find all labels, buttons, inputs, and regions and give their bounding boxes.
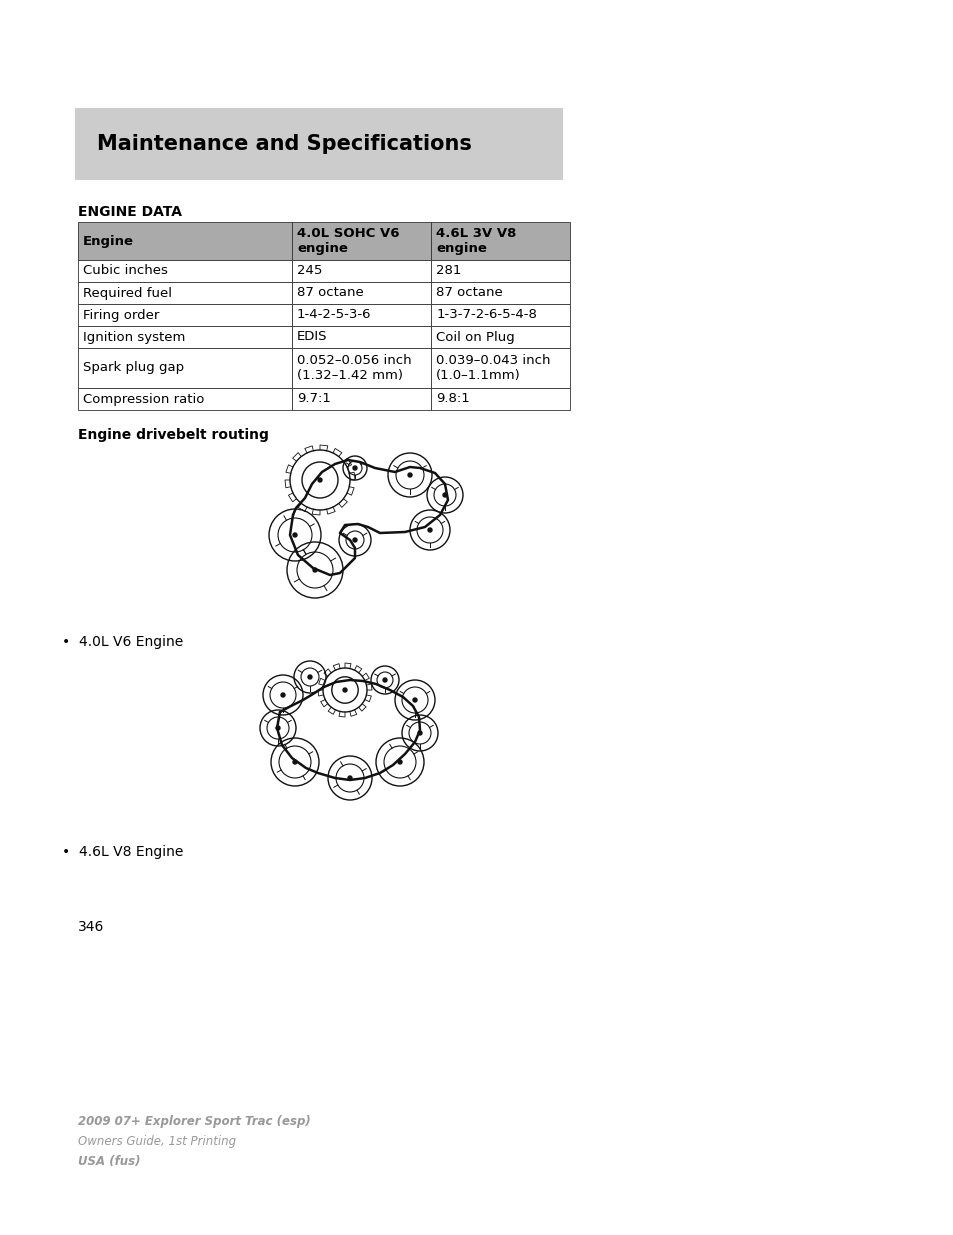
Text: 9.7:1: 9.7:1 [296,393,331,405]
Circle shape [417,731,421,735]
Text: Ignition system: Ignition system [83,331,185,343]
Circle shape [428,529,432,532]
Circle shape [343,688,347,692]
Text: 4.6L 3V V8
engine: 4.6L 3V V8 engine [436,227,517,254]
Text: USA (fus): USA (fus) [78,1155,140,1168]
Bar [431,348,570,388]
Text: 0.052–0.056 inch
(1.32–1.42 mm): 0.052–0.056 inch (1.32–1.42 mm) [296,354,411,382]
Text: 1-4-2-5-3-6: 1-4-2-5-3-6 [296,309,371,321]
Bar [75,107,562,180]
Bar [431,304,570,326]
Bar [292,222,431,261]
Bar [431,222,570,261]
Bar [78,304,292,326]
Bar [78,326,292,348]
Text: 346: 346 [78,920,104,934]
Circle shape [413,698,416,701]
Circle shape [408,473,412,477]
Circle shape [382,678,387,682]
Bar [78,388,292,410]
Bar [292,282,431,304]
Bar [292,348,431,388]
Text: EDIS: EDIS [296,331,327,343]
Bar [292,304,431,326]
Bar [78,261,292,282]
Circle shape [313,568,316,572]
Text: •  4.6L V8 Engine: • 4.6L V8 Engine [62,845,183,860]
Text: 0.039–0.043 inch
(1.0–1.1mm): 0.039–0.043 inch (1.0–1.1mm) [436,354,550,382]
Circle shape [281,693,285,697]
Text: Firing order: Firing order [83,309,159,321]
Circle shape [353,466,356,471]
Text: ENGINE DATA: ENGINE DATA [78,205,182,219]
Text: 2009 07+ Explorer Sport Trac (esp): 2009 07+ Explorer Sport Trac (esp) [78,1115,311,1128]
Bar [292,388,431,410]
Text: •  4.0L V6 Engine: • 4.0L V6 Engine [62,635,183,650]
Text: Spark plug gap: Spark plug gap [83,362,184,374]
Circle shape [353,538,356,542]
Text: Engine: Engine [83,235,133,247]
Bar [431,282,570,304]
Text: Engine drivebelt routing: Engine drivebelt routing [78,429,269,442]
Circle shape [317,478,322,482]
Bar [78,222,292,261]
Text: 87 octane: 87 octane [296,287,363,300]
Bar [292,326,431,348]
Text: Cubic inches: Cubic inches [83,264,168,278]
Circle shape [308,676,312,679]
Text: 9.8:1: 9.8:1 [436,393,470,405]
Bar [78,282,292,304]
Text: 281: 281 [436,264,461,278]
Text: 4.0L SOHC V6
engine: 4.0L SOHC V6 engine [296,227,399,254]
Bar [431,326,570,348]
Text: 87 octane: 87 octane [436,287,502,300]
Circle shape [293,534,296,537]
Text: 245: 245 [296,264,322,278]
Bar [431,388,570,410]
Text: Owners Guide, 1st Printing: Owners Guide, 1st Printing [78,1135,236,1149]
Bar [431,261,570,282]
Circle shape [275,726,280,730]
Text: Maintenance and Specifications: Maintenance and Specifications [97,135,472,154]
Bar [78,348,292,388]
Text: Required fuel: Required fuel [83,287,172,300]
Text: Coil on Plug: Coil on Plug [436,331,515,343]
Circle shape [293,760,296,764]
Text: Compression ratio: Compression ratio [83,393,204,405]
Circle shape [348,776,352,781]
Circle shape [442,493,447,496]
Circle shape [397,760,401,764]
Bar [292,261,431,282]
Text: 1-3-7-2-6-5-4-8: 1-3-7-2-6-5-4-8 [436,309,537,321]
